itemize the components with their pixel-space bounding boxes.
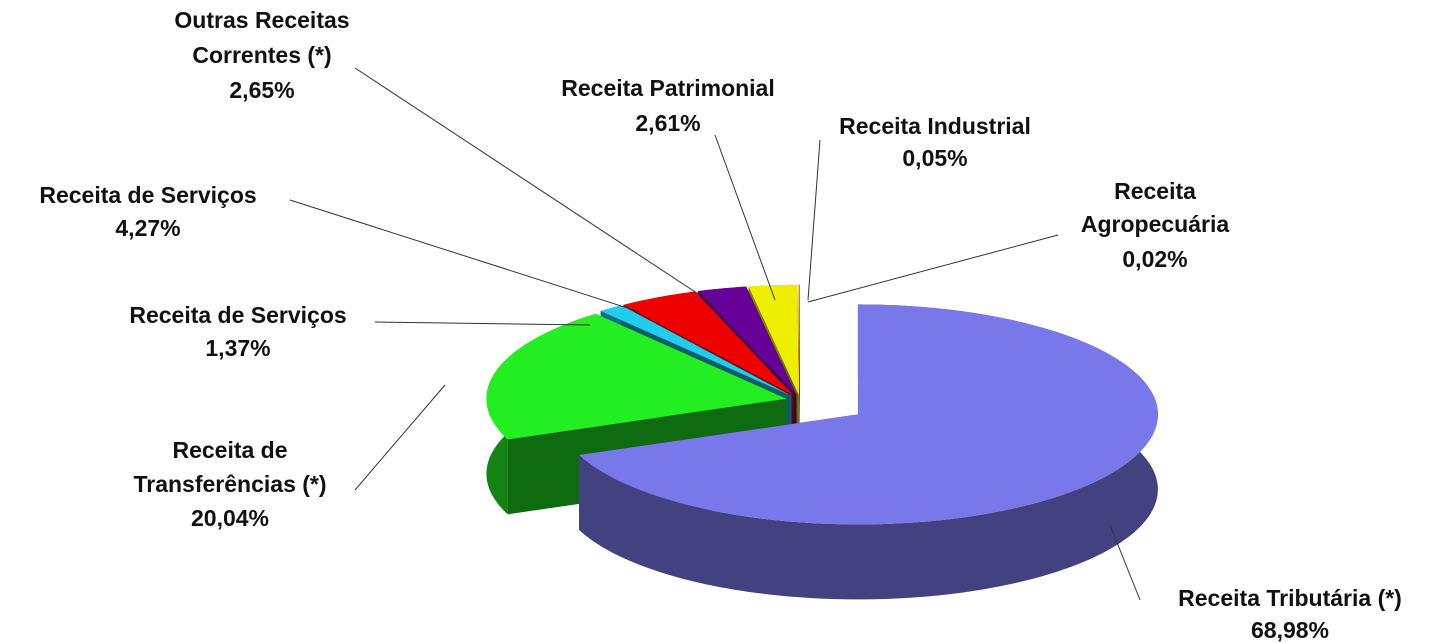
value-label: 20,04% bbox=[191, 505, 269, 531]
label-line: Agropecuária bbox=[1081, 211, 1229, 237]
slice-label: Receita Agropecuária bbox=[1081, 178, 1229, 237]
value-label: 0,02% bbox=[1122, 246, 1187, 272]
slice bbox=[623, 291, 794, 396]
slice bbox=[579, 304, 1158, 525]
leader-line bbox=[354, 384, 446, 491]
value-label: 2,61% bbox=[635, 110, 700, 136]
leader-line bbox=[289, 199, 641, 313]
label-line: Receita de bbox=[172, 437, 287, 463]
value-label: 0,05% bbox=[902, 145, 967, 171]
slice bbox=[486, 313, 787, 440]
slice-label: Outras Receitas Correntes (*) bbox=[174, 7, 349, 68]
label-line: Receita Tributária (*) bbox=[1178, 585, 1402, 611]
label-line: Receita Industrial bbox=[839, 113, 1031, 139]
slice-label: Receita de Serviços bbox=[129, 302, 346, 328]
slice-label: Receita Industrial bbox=[839, 113, 1031, 139]
slice-label: Receita Tributária (*) bbox=[1178, 585, 1402, 611]
leader-line bbox=[714, 134, 776, 301]
slice-label: Receita de Serviços bbox=[39, 182, 256, 208]
label-line: Receita Patrimonial bbox=[561, 75, 774, 101]
label-line: Receita bbox=[1114, 178, 1196, 204]
leader-line bbox=[807, 234, 1059, 303]
value-label: 1,37% bbox=[205, 335, 270, 361]
leader-line bbox=[374, 321, 591, 326]
label-line: Transferências (*) bbox=[133, 471, 326, 497]
slice-group bbox=[579, 304, 1158, 600]
slice-label: Receita de Transferências (*) bbox=[133, 437, 326, 497]
label-line: Receita de Serviços bbox=[129, 302, 346, 328]
label-line: Receita de Serviços bbox=[39, 182, 256, 208]
slice bbox=[748, 284, 799, 395]
leader-line bbox=[1109, 524, 1141, 601]
label-line: Correntes (*) bbox=[192, 42, 331, 68]
slice-label: Receita Patrimonial bbox=[561, 75, 774, 101]
value-label: 2,65% bbox=[229, 77, 294, 103]
value-label: 4,27% bbox=[115, 215, 180, 241]
value-label: 68,98% bbox=[1251, 617, 1329, 643]
leader-line bbox=[354, 67, 716, 306]
slice bbox=[600, 305, 792, 396]
label-line: Outras Receitas bbox=[174, 7, 349, 33]
slice bbox=[697, 286, 797, 396]
slice bbox=[798, 284, 800, 395]
leader-line bbox=[807, 139, 821, 301]
